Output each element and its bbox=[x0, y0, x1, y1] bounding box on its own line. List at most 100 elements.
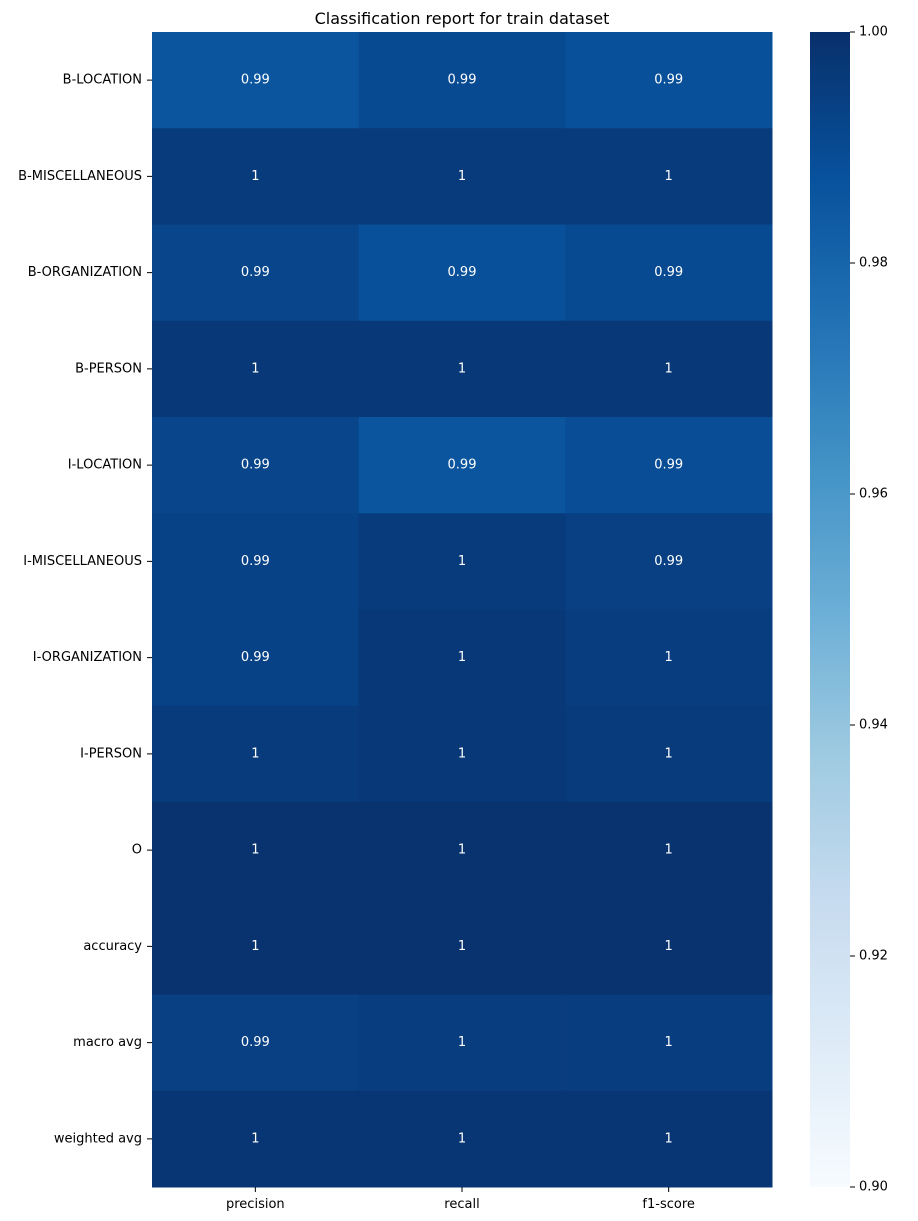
cell-value-label: 0.99 bbox=[654, 458, 683, 473]
heatmap-cell bbox=[565, 1090, 773, 1188]
heatmap-cell bbox=[565, 994, 773, 1092]
row-label: macro avg bbox=[73, 1035, 142, 1050]
colorbar-tick-label: 0.98 bbox=[859, 256, 888, 271]
cell-value-label: 1 bbox=[251, 939, 259, 954]
heatmap-cell bbox=[152, 320, 360, 418]
cell-value-label: 1 bbox=[458, 650, 466, 665]
heatmap-cell bbox=[152, 128, 360, 225]
heatmap-cell bbox=[565, 32, 773, 129]
colorbar-tick-label: 0.96 bbox=[859, 487, 888, 502]
colorbar bbox=[810, 32, 850, 1187]
heatmap-cell bbox=[565, 513, 773, 610]
cell-value-label: 1 bbox=[458, 1131, 466, 1146]
cell-value-label: 1 bbox=[458, 746, 466, 761]
cell-value-label: 0.99 bbox=[241, 1035, 270, 1050]
cell-value-label: 1 bbox=[665, 1131, 673, 1146]
cell-value-label: 1 bbox=[251, 843, 259, 858]
heatmap-cell bbox=[565, 417, 773, 514]
heatmap-cell bbox=[358, 609, 566, 707]
cell-value-label: 1 bbox=[665, 843, 673, 858]
cell-value-label: 0.99 bbox=[654, 73, 683, 88]
cell-value-label: 1 bbox=[458, 843, 466, 858]
heatmap-cell bbox=[152, 224, 360, 322]
heatmap-cell bbox=[358, 320, 566, 418]
heatmap-cell bbox=[358, 994, 566, 1092]
heatmap-cell bbox=[152, 802, 360, 899]
heatmap-cell bbox=[565, 705, 773, 803]
heatmap-cell bbox=[152, 1090, 360, 1188]
heatmap-cell bbox=[152, 417, 360, 514]
chart-title: Classification report for train dataset bbox=[315, 9, 610, 28]
heatmap-cell bbox=[152, 32, 360, 129]
heatmap-cell bbox=[565, 898, 773, 995]
heatmap-cell bbox=[152, 994, 360, 1092]
row-label: B-ORGANIZATION bbox=[28, 265, 142, 280]
heatmap-cell bbox=[358, 128, 566, 225]
cell-value-label: 1 bbox=[665, 169, 673, 184]
cell-value-label: 1 bbox=[665, 1035, 673, 1050]
row-label: I-PERSON bbox=[80, 746, 142, 761]
heatmap-cell bbox=[358, 417, 566, 514]
row-label: I-ORGANIZATION bbox=[33, 650, 142, 665]
row-label: weighted avg bbox=[54, 1131, 142, 1146]
colorbar-tick-label: 1.00 bbox=[859, 25, 888, 40]
heatmap-cell bbox=[565, 609, 773, 707]
cell-value-label: 0.99 bbox=[448, 458, 477, 473]
heatmap-cells: 0.99 0.99 0.99 1 1 1 0.99 0.99 0.99 1 1 1 0.99 0.99 0.… bbox=[152, 32, 773, 1188]
cell-value-label: 1 bbox=[665, 746, 673, 761]
heatmap-cell bbox=[565, 224, 773, 322]
heatmap-cell bbox=[152, 513, 360, 610]
cell-value-label: 0.99 bbox=[241, 265, 270, 280]
heatmap-cell bbox=[152, 898, 360, 995]
cell-value-label: 1 bbox=[251, 746, 259, 761]
cell-value-label: 0.99 bbox=[448, 265, 477, 280]
cell-value-label: 1 bbox=[458, 939, 466, 954]
cell-value-label: 1 bbox=[458, 1035, 466, 1050]
cell-value-label: 0.99 bbox=[654, 554, 683, 569]
row-label: I-LOCATION bbox=[68, 458, 142, 473]
column-label: recall bbox=[444, 1197, 479, 1212]
cell-value-label: 1 bbox=[665, 650, 673, 665]
cell-value-label: 1 bbox=[458, 361, 466, 376]
heatmap-cell bbox=[358, 705, 566, 803]
heatmap-cell bbox=[358, 898, 566, 995]
cell-value-label: 1 bbox=[458, 554, 466, 569]
row-label: B-LOCATION bbox=[63, 73, 142, 88]
heatmap-cell bbox=[565, 802, 773, 899]
colorbar-ticks: 0.90 0.92 0.94 0.96 0.98 1.00 bbox=[850, 25, 888, 1195]
column-label: f1-score bbox=[642, 1197, 694, 1212]
heatmap-cell bbox=[152, 705, 360, 803]
column-labels: precision recall f1-score bbox=[226, 1187, 695, 1212]
heatmap-cell bbox=[565, 128, 773, 225]
heatmap-cell bbox=[358, 513, 566, 610]
colorbar-tick-label: 0.92 bbox=[859, 949, 888, 964]
heatmap-cell bbox=[358, 32, 566, 129]
cell-value-label: 0.99 bbox=[241, 554, 270, 569]
row-labels: B-LOCATION B-MISCELLANEOUS B-ORGANIZATION B… bbox=[18, 73, 152, 1146]
cell-value-label: 1 bbox=[251, 169, 259, 184]
cell-value-label: 0.99 bbox=[654, 265, 683, 280]
cell-value-label: 0.99 bbox=[241, 650, 270, 665]
cell-value-label: 1 bbox=[458, 169, 466, 184]
row-label: B-PERSON bbox=[75, 361, 142, 376]
heatmap-cell bbox=[358, 802, 566, 899]
heatmap-cell bbox=[358, 1090, 566, 1188]
cell-value-label: 0.99 bbox=[241, 73, 270, 88]
heatmap-cell bbox=[358, 224, 566, 322]
column-label: precision bbox=[226, 1197, 285, 1212]
cell-value-label: 0.99 bbox=[448, 73, 477, 88]
row-label: I-MISCELLANEOUS bbox=[23, 554, 142, 569]
colorbar-tick-label: 0.94 bbox=[859, 718, 888, 733]
row-label: accuracy bbox=[83, 939, 142, 954]
colorbar-tick-label: 0.90 bbox=[859, 1180, 888, 1195]
cell-value-label: 1 bbox=[665, 939, 673, 954]
cell-value-label: 1 bbox=[665, 361, 673, 376]
row-label: B-MISCELLANEOUS bbox=[18, 169, 142, 184]
cell-value-label: 1 bbox=[251, 1131, 259, 1146]
cell-value-label: 0.99 bbox=[241, 458, 270, 473]
row-label: O bbox=[132, 843, 142, 858]
heatmap-cell bbox=[565, 320, 773, 418]
cell-value-label: 1 bbox=[251, 361, 259, 376]
